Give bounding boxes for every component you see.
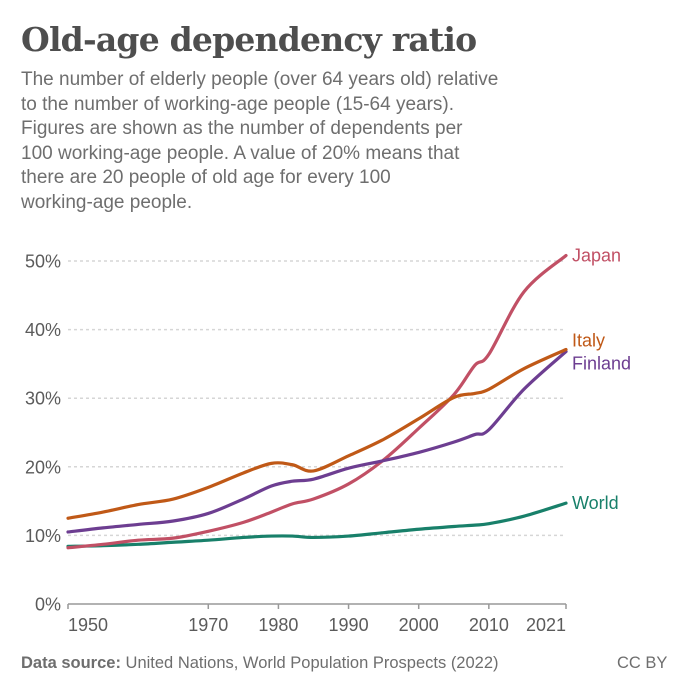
subtitle-line: Figures are shown as the number of depen… [21, 118, 463, 139]
license-label: CC BY [617, 654, 668, 672]
subtitle-line: The number of elderly people (over 64 ye… [21, 69, 499, 90]
subtitle-line: there are 20 people of old age for every… [21, 167, 391, 188]
y-tick-label: 10% [25, 526, 61, 546]
x-tick-label: 1990 [329, 615, 369, 635]
data-source: Data source: United Nations, World Popul… [21, 654, 499, 673]
x-tick-label: 2000 [399, 615, 439, 635]
series-line-finland [66, 349, 568, 534]
subtitle-line: 100 working-age people. A value of 20% m… [21, 142, 460, 164]
y-axis-tick-labels: 0% 10% 20% 30% 40% 50% [25, 252, 61, 615]
x-tick-label: 1970 [188, 615, 228, 635]
y-tick-label: 40% [25, 320, 61, 340]
subtitle-line: working-age people. [21, 191, 193, 213]
series-line-japan [66, 253, 568, 550]
series-lines [66, 253, 568, 550]
series-label-japan: Japan [572, 246, 621, 266]
y-tick-label: 50% [25, 252, 61, 272]
series-line-world [66, 501, 568, 548]
gridlines [68, 260, 566, 537]
x-tick-label: 2021 [526, 615, 566, 635]
y-tick-label: 0% [35, 595, 61, 615]
x-tick-label: 1980 [258, 615, 298, 635]
series-label-italy: Italy [572, 330, 605, 350]
data-source-label: Data source: [21, 654, 121, 672]
x-axis: 1950 1970 1980 1990 2000 2010 2021 [67, 603, 567, 635]
series-label-world: World [572, 493, 619, 513]
chart-title: Old-age dependency ratio [21, 20, 477, 59]
series-line-italy [66, 347, 568, 520]
y-tick-label: 20% [25, 457, 61, 477]
data-source-text: United Nations, World Population Prospec… [120, 654, 499, 672]
series-labels: Japan Italy Finland World [572, 246, 631, 514]
x-tick-label: 1950 [68, 615, 108, 635]
subtitle-line: to the number of working-age people (15-… [21, 93, 455, 115]
x-tick-label: 2010 [469, 615, 509, 635]
y-tick-label: 30% [25, 389, 61, 409]
series-label-finland: Finland [572, 354, 631, 374]
chart-subtitle: The number of elderly people (over 64 ye… [21, 68, 581, 215]
